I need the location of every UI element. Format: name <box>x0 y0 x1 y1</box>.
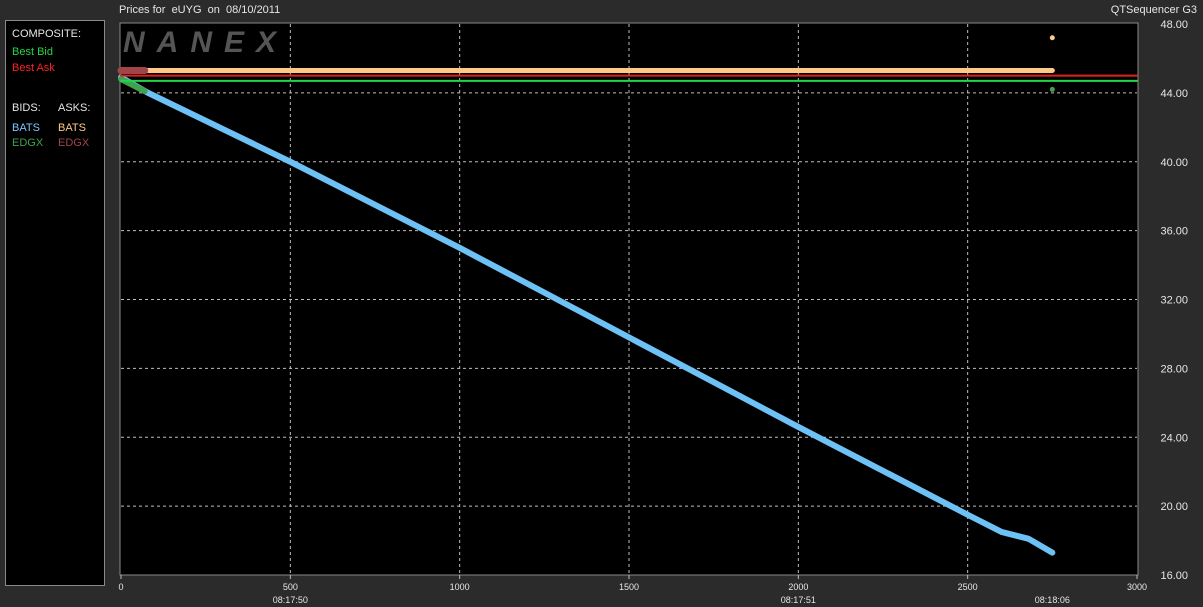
x-axis: 0 500 1000 1500 2000 2500 3000 08:17:50 08:17:51… <box>118 575 1147 605</box>
legend-ask-bats: BATS <box>58 122 86 134</box>
series-bid-bats <box>118 74 1056 556</box>
y-tick-label: 40.00 <box>1160 157 1188 169</box>
y-tick-label: 36.00 <box>1160 226 1188 238</box>
y-tick-label: 32.00 <box>1160 295 1188 307</box>
series-group <box>117 35 1138 556</box>
legend-bid-edgx: EDGX <box>12 137 44 149</box>
legend-bid-bats: BATS <box>12 122 40 134</box>
y-axis: 16.00 20.00 24.00 28.00 32.00 36.00 40.00 44.00… <box>1160 19 1188 582</box>
asks-heading: ASKS: <box>58 102 91 114</box>
composite-heading: COMPOSITE: <box>12 28 82 40</box>
chart-title: Prices for eUYG on 08/10/2011 <box>119 4 281 16</box>
x-tick-label: 2000 <box>788 582 808 592</box>
data-point <box>1049 35 1055 41</box>
nanex-watermark: NANEX <box>123 26 288 59</box>
legend-ask-edgx: EDGX <box>58 137 90 149</box>
y-tick-label: 28.00 <box>1160 363 1188 375</box>
time-label: 08:17:51 <box>781 595 816 605</box>
y-tick-label: 16.00 <box>1160 570 1188 582</box>
legend-panel: COMPOSITE: Best Bid Best Ask BIDS: ASKS:… <box>5 20 105 586</box>
y-tick-label: 48.00 <box>1160 19 1188 31</box>
time-label: 08:18:06 <box>1035 595 1070 605</box>
x-tick-label: 2500 <box>958 582 978 592</box>
bids-heading: BIDS: <box>12 102 41 114</box>
y-tick-label: 24.00 <box>1160 432 1188 444</box>
x-tick-label: 500 <box>283 582 298 592</box>
legend-best-ask: Best Ask <box>12 62 55 74</box>
legend-best-bid: Best Bid <box>12 46 53 58</box>
y-tick-label: 44.00 <box>1160 88 1188 100</box>
data-point <box>1049 86 1055 92</box>
x-tick-label: 1000 <box>450 582 470 592</box>
time-label: 08:17:50 <box>273 595 308 605</box>
x-tick-label: 1500 <box>619 582 639 592</box>
x-tick-label: 3000 <box>1127 582 1147 592</box>
y-tick-label: 20.00 <box>1160 501 1188 513</box>
brand-label: QTSequencer G3 <box>1110 4 1197 16</box>
x-tick-label: 0 <box>118 582 123 592</box>
